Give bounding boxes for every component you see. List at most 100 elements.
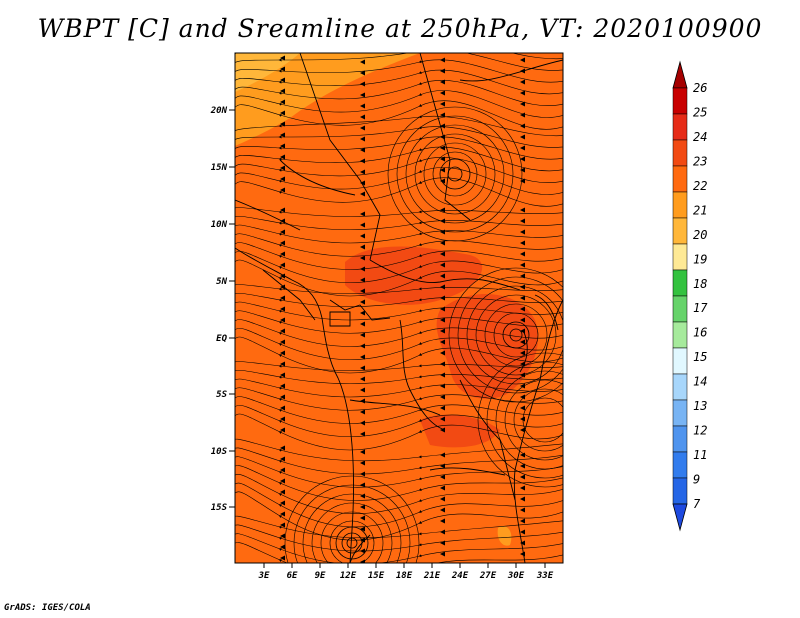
streamline	[235, 404, 563, 437]
lon-label: 24E	[451, 571, 469, 581]
streamline-arrow	[280, 207, 285, 213]
streamline-vortex	[320, 511, 384, 563]
lon-label: 15E	[368, 571, 385, 581]
streamline-vortex	[486, 361, 563, 479]
streamline-arrow	[440, 474, 445, 480]
streamline-arrow	[440, 507, 445, 513]
streamline	[235, 59, 563, 83]
streamline-arrow	[520, 317, 525, 323]
streamline-vortex	[405, 124, 505, 224]
streamline	[235, 115, 563, 137]
colorbar-label: 19	[693, 252, 707, 266]
streamline-arrow	[280, 262, 285, 268]
streamline-arrow	[360, 493, 365, 499]
streamline-arrow	[280, 445, 285, 451]
streamline-arrow	[280, 350, 285, 356]
streamline-arrow	[360, 211, 365, 217]
streamline-arrow	[520, 496, 525, 502]
streamline-arrow	[520, 79, 525, 85]
streamline-arrow	[440, 463, 445, 469]
streamline-arrow	[520, 156, 525, 162]
streamline-arrow	[440, 339, 445, 345]
colorbar-bottom-triangle	[672, 503, 688, 532]
streamline-vortex	[432, 151, 478, 197]
colorbar-label: 26	[693, 81, 707, 95]
streamline-arrow	[360, 409, 365, 415]
streamline-arrow	[280, 489, 285, 495]
streamline-vortex	[293, 484, 411, 563]
streamline-arrow	[280, 66, 285, 72]
colorbar-segment	[672, 373, 688, 401]
colorbar-segment	[672, 295, 688, 323]
streamline-vortex	[414, 133, 496, 215]
streamline-arrow	[360, 332, 365, 338]
streamline-arrow	[360, 460, 365, 466]
streamline-arrow	[280, 187, 285, 193]
colorbar-segment	[672, 191, 688, 219]
streamline-vortex	[495, 370, 563, 470]
streamline-arrow	[520, 36, 525, 41]
streamline	[235, 301, 563, 321]
streamline	[235, 259, 563, 297]
streamline	[235, 207, 563, 217]
streamline-arrow	[280, 45, 285, 50]
streamline-arrow	[360, 548, 365, 554]
colorbar-segment	[672, 217, 688, 245]
streamline	[235, 413, 563, 451]
streamline-arrow	[280, 154, 285, 160]
streamline-arrow	[280, 467, 285, 473]
streamline-arrow	[360, 222, 365, 228]
streamline-arrow	[280, 511, 285, 517]
streamline	[235, 474, 563, 515]
streamline-arrow	[520, 284, 525, 290]
colorbar-label: 17	[693, 301, 708, 315]
streamline-arrow	[520, 485, 525, 491]
streamline-vortex	[475, 294, 557, 376]
streamline-vortex	[484, 303, 548, 367]
streamline-vortex	[448, 267, 563, 403]
streamline-arrow	[360, 431, 365, 437]
colorbar-label: 15	[693, 350, 707, 364]
streamline-arrow	[440, 251, 445, 257]
streamline-vortex	[513, 388, 563, 452]
streamline	[235, 216, 563, 231]
streamline-arrow	[280, 555, 285, 561]
streamline-arrow	[440, 452, 445, 458]
lon-label: 6E	[287, 571, 298, 581]
colorbar-label: 7	[693, 497, 701, 511]
streamline	[235, 327, 563, 360]
colorbar-label: 23	[693, 154, 707, 168]
streamline-arrow	[360, 244, 365, 250]
streamline-vortex	[311, 502, 393, 563]
streamline-arrow	[520, 145, 525, 151]
streamline-arrow	[280, 295, 285, 301]
streamline-arrow	[360, 299, 365, 305]
lat-label: 10N	[211, 220, 228, 230]
streamline-arrow	[280, 273, 285, 279]
lat-label: EQ	[216, 334, 227, 344]
streamline-arrow	[360, 233, 365, 239]
colorbar-label: 24	[693, 130, 707, 144]
streamline-vortex	[493, 312, 539, 358]
colorbar-segment	[672, 87, 688, 115]
colorbar-segment	[672, 243, 688, 271]
streamline	[235, 126, 563, 148]
streamline-arrow	[440, 145, 445, 151]
lon-label: 9E	[315, 571, 326, 581]
streamline-arrow	[440, 284, 445, 290]
lat-label: 5S	[216, 390, 227, 400]
streamline-arrow	[520, 57, 525, 63]
streamline-arrow	[280, 99, 285, 105]
streamline-arrow	[360, 277, 365, 283]
streamline-arrow	[280, 176, 285, 182]
streamline-arrow	[360, 420, 365, 426]
streamline-vortex	[522, 397, 563, 443]
streamline-arrow	[360, 471, 365, 477]
streamline-arrow	[440, 262, 445, 268]
wbpt-field-low-south	[497, 525, 512, 546]
streamline	[235, 370, 563, 385]
streamline-arrow	[440, 240, 445, 246]
colorbar-segment	[672, 321, 688, 349]
streamline-arrow	[360, 515, 365, 521]
streamline-arrow	[520, 463, 525, 469]
